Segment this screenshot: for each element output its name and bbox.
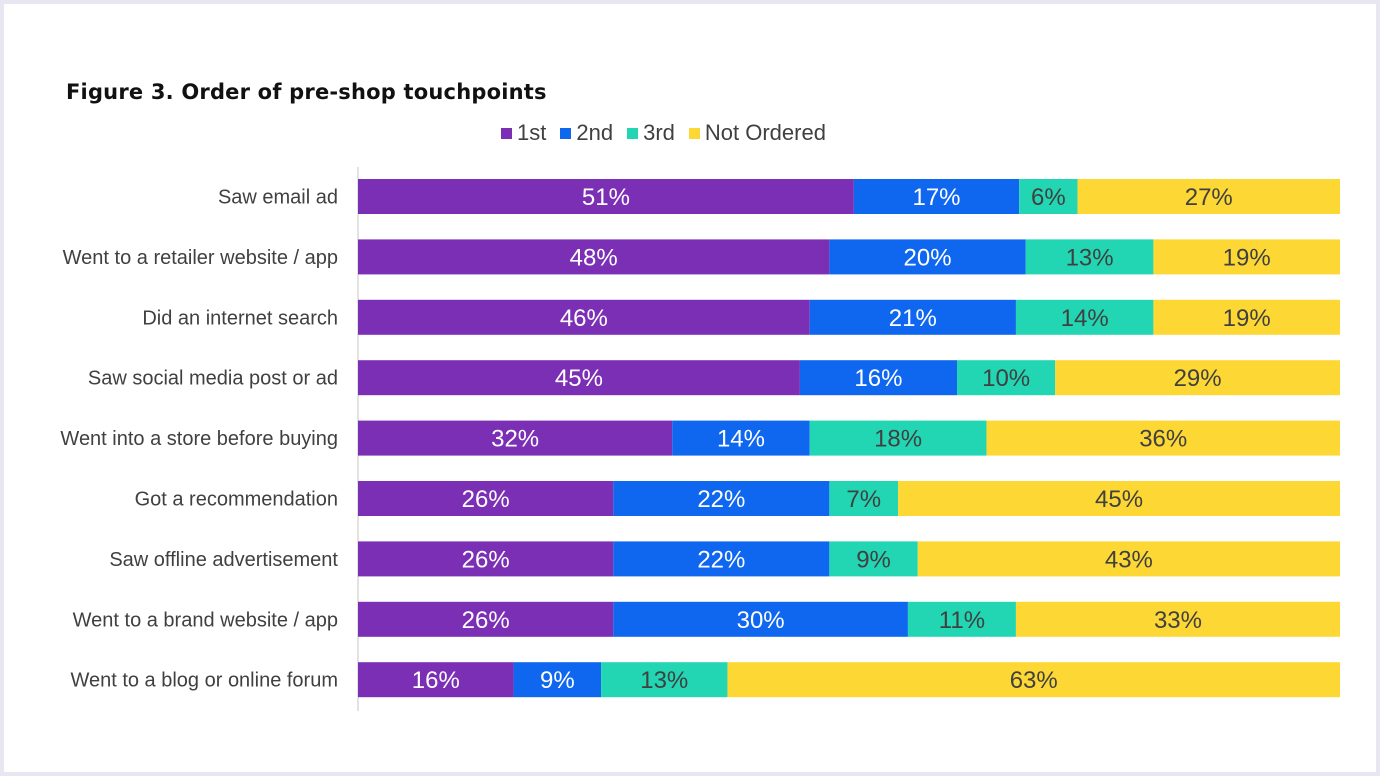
category-label: Saw social media post or ad [88, 368, 338, 390]
bar-segment-2nd [513, 662, 602, 698]
bar-segment-not-ordered [1153, 299, 1340, 335]
data-label: 11% [939, 607, 985, 634]
data-label: 26% [462, 546, 510, 573]
category-label: Saw email ad [218, 187, 338, 209]
bar-segment-3rd [829, 541, 918, 577]
bar-segment-3rd [1015, 299, 1154, 335]
legend-label: 1st [517, 120, 547, 145]
category-label: Went into a store before buying [60, 428, 338, 450]
bar-segment-3rd [601, 662, 728, 698]
data-label: 14% [717, 426, 765, 453]
data-label: 16% [412, 667, 460, 694]
data-label: 36% [1139, 426, 1187, 453]
data-label: 43% [1105, 546, 1153, 573]
stacked-bar-chart: Saw email ad 51% 17% 6% 27% Went to a retaile… [60, 167, 1340, 711]
legend-item-1st: 1st [501, 120, 546, 146]
bar-segment-not-ordered [917, 541, 1340, 577]
data-label: 17% [912, 184, 960, 211]
data-label: 9% [856, 546, 891, 573]
legend-label: Not Ordered [704, 120, 826, 145]
legend-item-2nd: 2nd [560, 120, 613, 146]
bar-segment-2nd [672, 420, 810, 456]
data-label: 19% [1223, 305, 1271, 332]
bar-segment-1st [358, 179, 854, 214]
chart-title: Figure 3. Order of pre-shop touchpoints [66, 80, 547, 104]
bar-segment-3rd [957, 360, 1056, 396]
bar-segment-3rd [1025, 239, 1154, 275]
bar-segment-1st [358, 360, 800, 396]
bar-segment-3rd [809, 420, 987, 456]
legend-swatch [501, 127, 512, 139]
data-label: 16% [854, 365, 902, 392]
data-label: 26% [462, 486, 510, 513]
bar-segment-2nd [613, 601, 908, 637]
bar-segment-not-ordered [898, 481, 1340, 516]
legend-label: 3rd [643, 120, 675, 145]
data-label: 22% [697, 486, 745, 513]
data-label: 22% [697, 546, 745, 573]
category-label: Saw offline advertisement [109, 549, 338, 571]
data-label: 46% [560, 305, 608, 332]
data-label: 13% [640, 667, 688, 694]
bar-segment-2nd [613, 541, 830, 577]
bar-segment-2nd [613, 481, 830, 516]
data-label: 9% [540, 667, 575, 694]
category-label: Got a recommendation [135, 489, 338, 511]
data-label: 51% [582, 184, 630, 211]
bar-segment-2nd [829, 239, 1026, 275]
bar-segment-1st [358, 481, 614, 516]
data-label: 45% [555, 365, 603, 392]
data-label: 45% [1095, 486, 1143, 513]
legend-swatch [627, 127, 639, 139]
chart-frame: Figure 3. Order of pre-shop touchpoints … [4, 4, 1376, 772]
category-label: Went to a brand website / app [73, 609, 338, 631]
data-label: 29% [1174, 365, 1222, 392]
category-label: Did an internet search [142, 307, 338, 329]
bar-segment-1st [358, 541, 614, 577]
data-label: 32% [491, 426, 539, 453]
bar-segment-not-ordered [1077, 179, 1340, 214]
bar-segment-not-ordered [986, 420, 1340, 456]
data-label: 30% [737, 607, 785, 634]
category-label: Went to a blog or online forum [70, 670, 338, 692]
bar-segment-2nd [799, 360, 958, 396]
data-label: 7% [846, 486, 881, 513]
bar-segment-3rd [907, 601, 1016, 637]
data-label: 13% [1066, 244, 1114, 271]
legend-item-not-ordered: Not Ordered [688, 120, 826, 146]
legend-swatch [560, 127, 572, 139]
data-label: 33% [1154, 607, 1202, 634]
legend-label: 2nd [576, 120, 614, 145]
data-label: 27% [1185, 184, 1233, 211]
bar-segment-1st [358, 420, 673, 456]
bar-segment-1st [358, 662, 514, 698]
legend-swatch [688, 127, 700, 139]
legend-item-3rd: 3rd [627, 120, 675, 146]
category-label: Went to a retailer website / app [63, 247, 338, 269]
bar-segment-not-ordered [1055, 360, 1340, 396]
bar-segment-2nd [853, 179, 1020, 214]
bar-segment-3rd [829, 481, 899, 516]
data-label: 14% [1061, 305, 1109, 332]
bar-segment-3rd [1019, 179, 1078, 214]
bar-segment-1st [358, 239, 830, 275]
data-label: 21% [889, 305, 937, 332]
bar-segment-not-ordered [1015, 601, 1340, 637]
bar-segment-2nd [809, 299, 1016, 335]
data-label: 19% [1223, 244, 1271, 271]
data-label: 26% [462, 607, 510, 634]
bar-segment-1st [358, 299, 810, 335]
data-label: 48% [570, 244, 618, 271]
chart-legend: 1st 2nd 3rd Not Ordered [501, 119, 840, 147]
data-label: 18% [874, 426, 922, 453]
data-label: 6% [1031, 184, 1066, 211]
bar-segment-1st [358, 601, 614, 637]
bar-segment-not-ordered [1153, 239, 1340, 275]
bar-segment-not-ordered [727, 662, 1340, 698]
data-label: 10% [982, 365, 1030, 392]
data-label: 20% [904, 244, 952, 271]
data-label: 63% [1010, 667, 1058, 694]
